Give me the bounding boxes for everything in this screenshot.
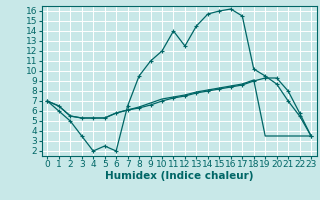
X-axis label: Humidex (Indice chaleur): Humidex (Indice chaleur)	[105, 171, 253, 181]
